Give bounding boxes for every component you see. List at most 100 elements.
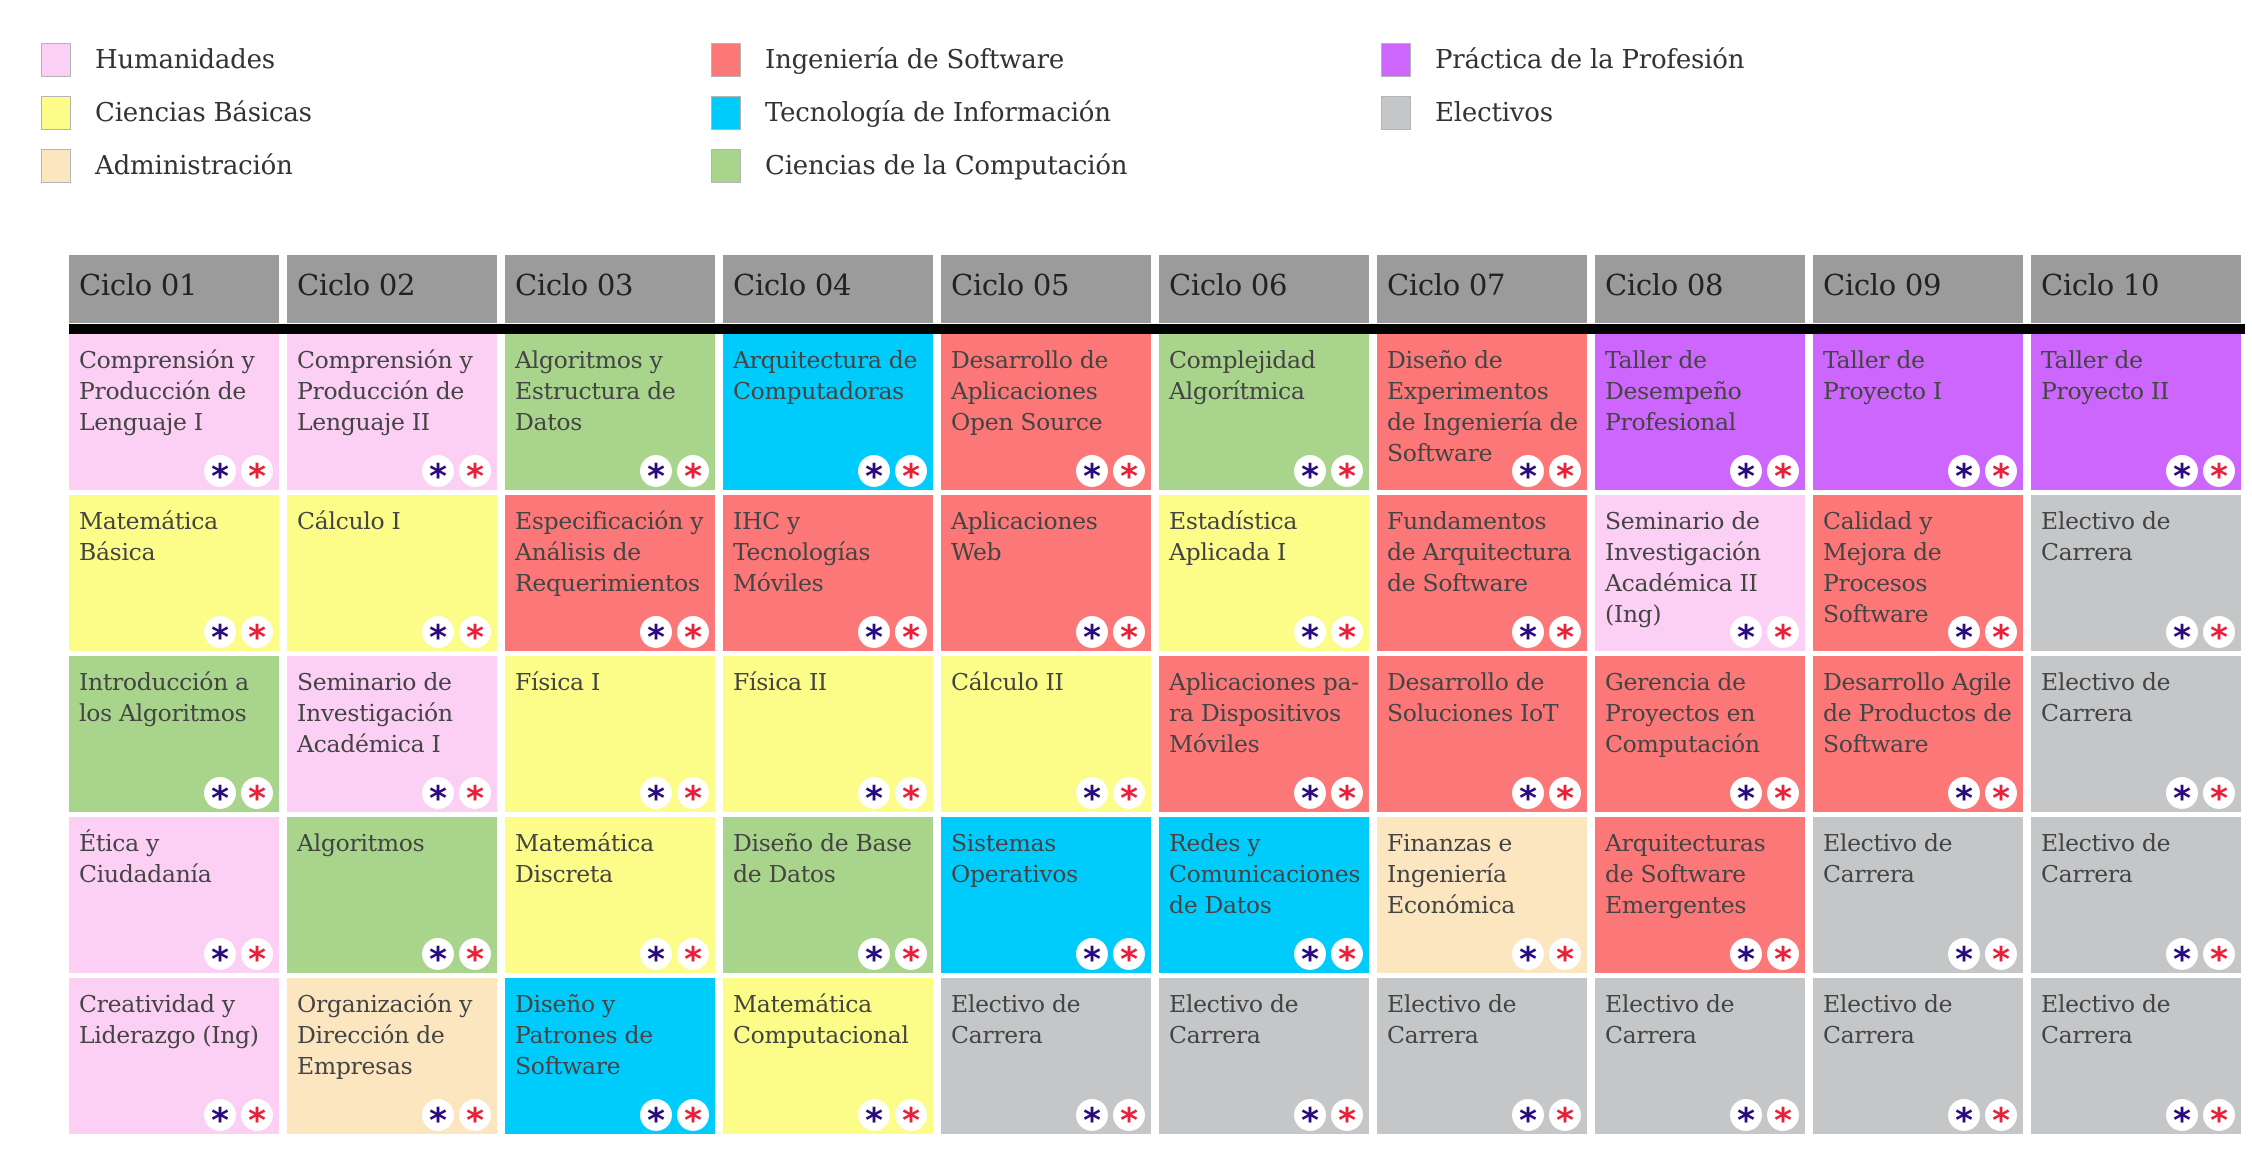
asterisk-blue-icon: * (858, 455, 890, 490)
asterisk-red-icon: * (2203, 938, 2235, 973)
asterisk-red-icon: * (677, 1099, 709, 1134)
badge-symbol: * (211, 618, 229, 651)
asterisk-blue-icon: * (1730, 1099, 1762, 1134)
course-badges: * * (1948, 938, 2017, 973)
legend-item-ingenieria-de-software: Ingeniería de Software (711, 40, 1064, 80)
badge-symbol: * (1774, 457, 1792, 490)
legend-swatch (41, 43, 71, 77)
asterisk-blue-icon: * (640, 938, 672, 973)
course-badges: * * (1730, 938, 1799, 973)
badge-symbol: * (1774, 1101, 1792, 1134)
course-name: Electivo de Carrera (1823, 829, 1953, 888)
asterisk-red-icon: * (1767, 938, 1799, 973)
course-card: Seminario de Investigación Académica II … (1595, 495, 1805, 651)
badge-symbol: * (1519, 779, 1537, 812)
asterisk-red-icon: * (1767, 616, 1799, 651)
badge-symbol: * (2210, 1101, 2228, 1134)
course-badges: * * (1294, 777, 1363, 812)
course-card: Finanzas e Ingeniería Económica * * (1377, 817, 1587, 973)
course-badges: * * (1512, 777, 1581, 812)
course-name: Cálculo I (297, 507, 401, 535)
badge-symbol: * (865, 779, 883, 812)
course-card: Gerencia de Proyectos en Computación * * (1595, 656, 1805, 812)
badge-symbol: * (1519, 1101, 1537, 1134)
course-badges: * * (1294, 938, 1363, 973)
asterisk-blue-icon: * (1076, 616, 1108, 651)
course-badges: * * (2166, 938, 2235, 973)
course-name: Diseño de Base de Datos (733, 829, 912, 888)
cycle-header: Ciclo 07 (1377, 255, 1587, 323)
legend-swatch (41, 96, 71, 130)
badge-symbol: * (1955, 940, 1973, 973)
badge-symbol: * (1556, 940, 1574, 973)
asterisk-blue-icon: * (1948, 616, 1980, 651)
cycle-header: Ciclo 01 (69, 255, 279, 323)
course-card: Introducción a los Algoritmos * * (69, 656, 279, 812)
legend-label: Práctica de la Profesión (1435, 45, 1745, 75)
course-badges: * * (1512, 1099, 1581, 1134)
course-card: Electivo de Carrera * * (2031, 656, 2241, 812)
course-badges: * * (422, 938, 491, 973)
asterisk-red-icon: * (1549, 938, 1581, 973)
course-card: Especificación y Análisis de Requerimien… (505, 495, 715, 651)
asterisk-blue-icon: * (1076, 455, 1108, 490)
asterisk-red-icon: * (1331, 616, 1363, 651)
course-badges: * * (422, 1099, 491, 1134)
badge-symbol: * (466, 940, 484, 973)
course-badges: * * (1294, 616, 1363, 651)
asterisk-blue-icon: * (204, 777, 236, 812)
course-card: Fundamentos de Arquitectura de Software *… (1377, 495, 1587, 651)
asterisk-blue-icon: * (1730, 938, 1762, 973)
course-name: Diseño de Experimentos de Ingeniería de … (1387, 346, 1578, 467)
badge-symbol: * (1774, 618, 1792, 651)
badge-symbol: * (1737, 1101, 1755, 1134)
legend-item-electivos: Electivos (1381, 93, 1553, 133)
badge-symbol: * (902, 779, 920, 812)
asterisk-red-icon: * (1985, 777, 2017, 812)
asterisk-red-icon: * (1767, 777, 1799, 812)
course-name: Algoritmos (297, 829, 425, 857)
badge-symbol: * (2173, 779, 2191, 812)
cycle-header: Ciclo 09 (1813, 255, 2023, 323)
course-badges: * * (422, 616, 491, 651)
course-name: Aplicaciones Web (951, 507, 1098, 566)
asterisk-red-icon: * (1113, 777, 1145, 812)
asterisk-blue-icon: * (204, 938, 236, 973)
asterisk-red-icon: * (1985, 616, 2017, 651)
course-card: Comprensión y Producción de Lenguaje I * * (69, 334, 279, 490)
asterisk-red-icon: * (2203, 777, 2235, 812)
badge-symbol: * (211, 457, 229, 490)
badge-symbol: * (1083, 618, 1101, 651)
course-name: Física II (733, 668, 827, 696)
legend-swatch (1381, 43, 1411, 77)
legend: Humanidades Ciencias Básicas Administrac… (0, 0, 2252, 200)
badge-symbol: * (902, 457, 920, 490)
badge-symbol: * (1737, 457, 1755, 490)
course-name: Sistemas Operativos (951, 829, 1078, 888)
course-name: Desarrollo de Aplicaciones Open Source (951, 346, 1109, 436)
course-name: Electivo de Carrera (1605, 990, 1735, 1049)
legend-item-tecnologia-de-informacion: Tecnología de Información (711, 93, 1111, 133)
course-name: Taller de Desempeño Profesional (1605, 346, 1742, 436)
course-name: Electivo de Carrera (2041, 507, 2171, 566)
asterisk-blue-icon: * (1294, 616, 1326, 651)
asterisk-blue-icon: * (1294, 938, 1326, 973)
asterisk-blue-icon: * (1730, 777, 1762, 812)
cycle-column: Algoritmos y Estructura de Datos * * Especi… (505, 334, 715, 1134)
badge-symbol: * (1120, 1101, 1138, 1134)
badge-symbol: * (647, 779, 665, 812)
badge-symbol: * (1992, 618, 2010, 651)
badge-symbol: * (429, 618, 447, 651)
badge-symbol: * (1301, 1101, 1319, 1134)
legend-item-ciencias-de-la-computacion: Ciencias de la Computación (711, 146, 1128, 186)
asterisk-red-icon: * (895, 1099, 927, 1134)
badge-symbol: * (902, 940, 920, 973)
course-badges: * * (858, 616, 927, 651)
course-name: Electivo de Carrera (951, 990, 1081, 1049)
badge-symbol: * (1737, 618, 1755, 651)
asterisk-blue-icon: * (422, 777, 454, 812)
asterisk-red-icon: * (1113, 938, 1145, 973)
course-name: Ética y Ciudadanía (79, 829, 212, 888)
asterisk-blue-icon: * (422, 616, 454, 651)
asterisk-red-icon: * (677, 777, 709, 812)
